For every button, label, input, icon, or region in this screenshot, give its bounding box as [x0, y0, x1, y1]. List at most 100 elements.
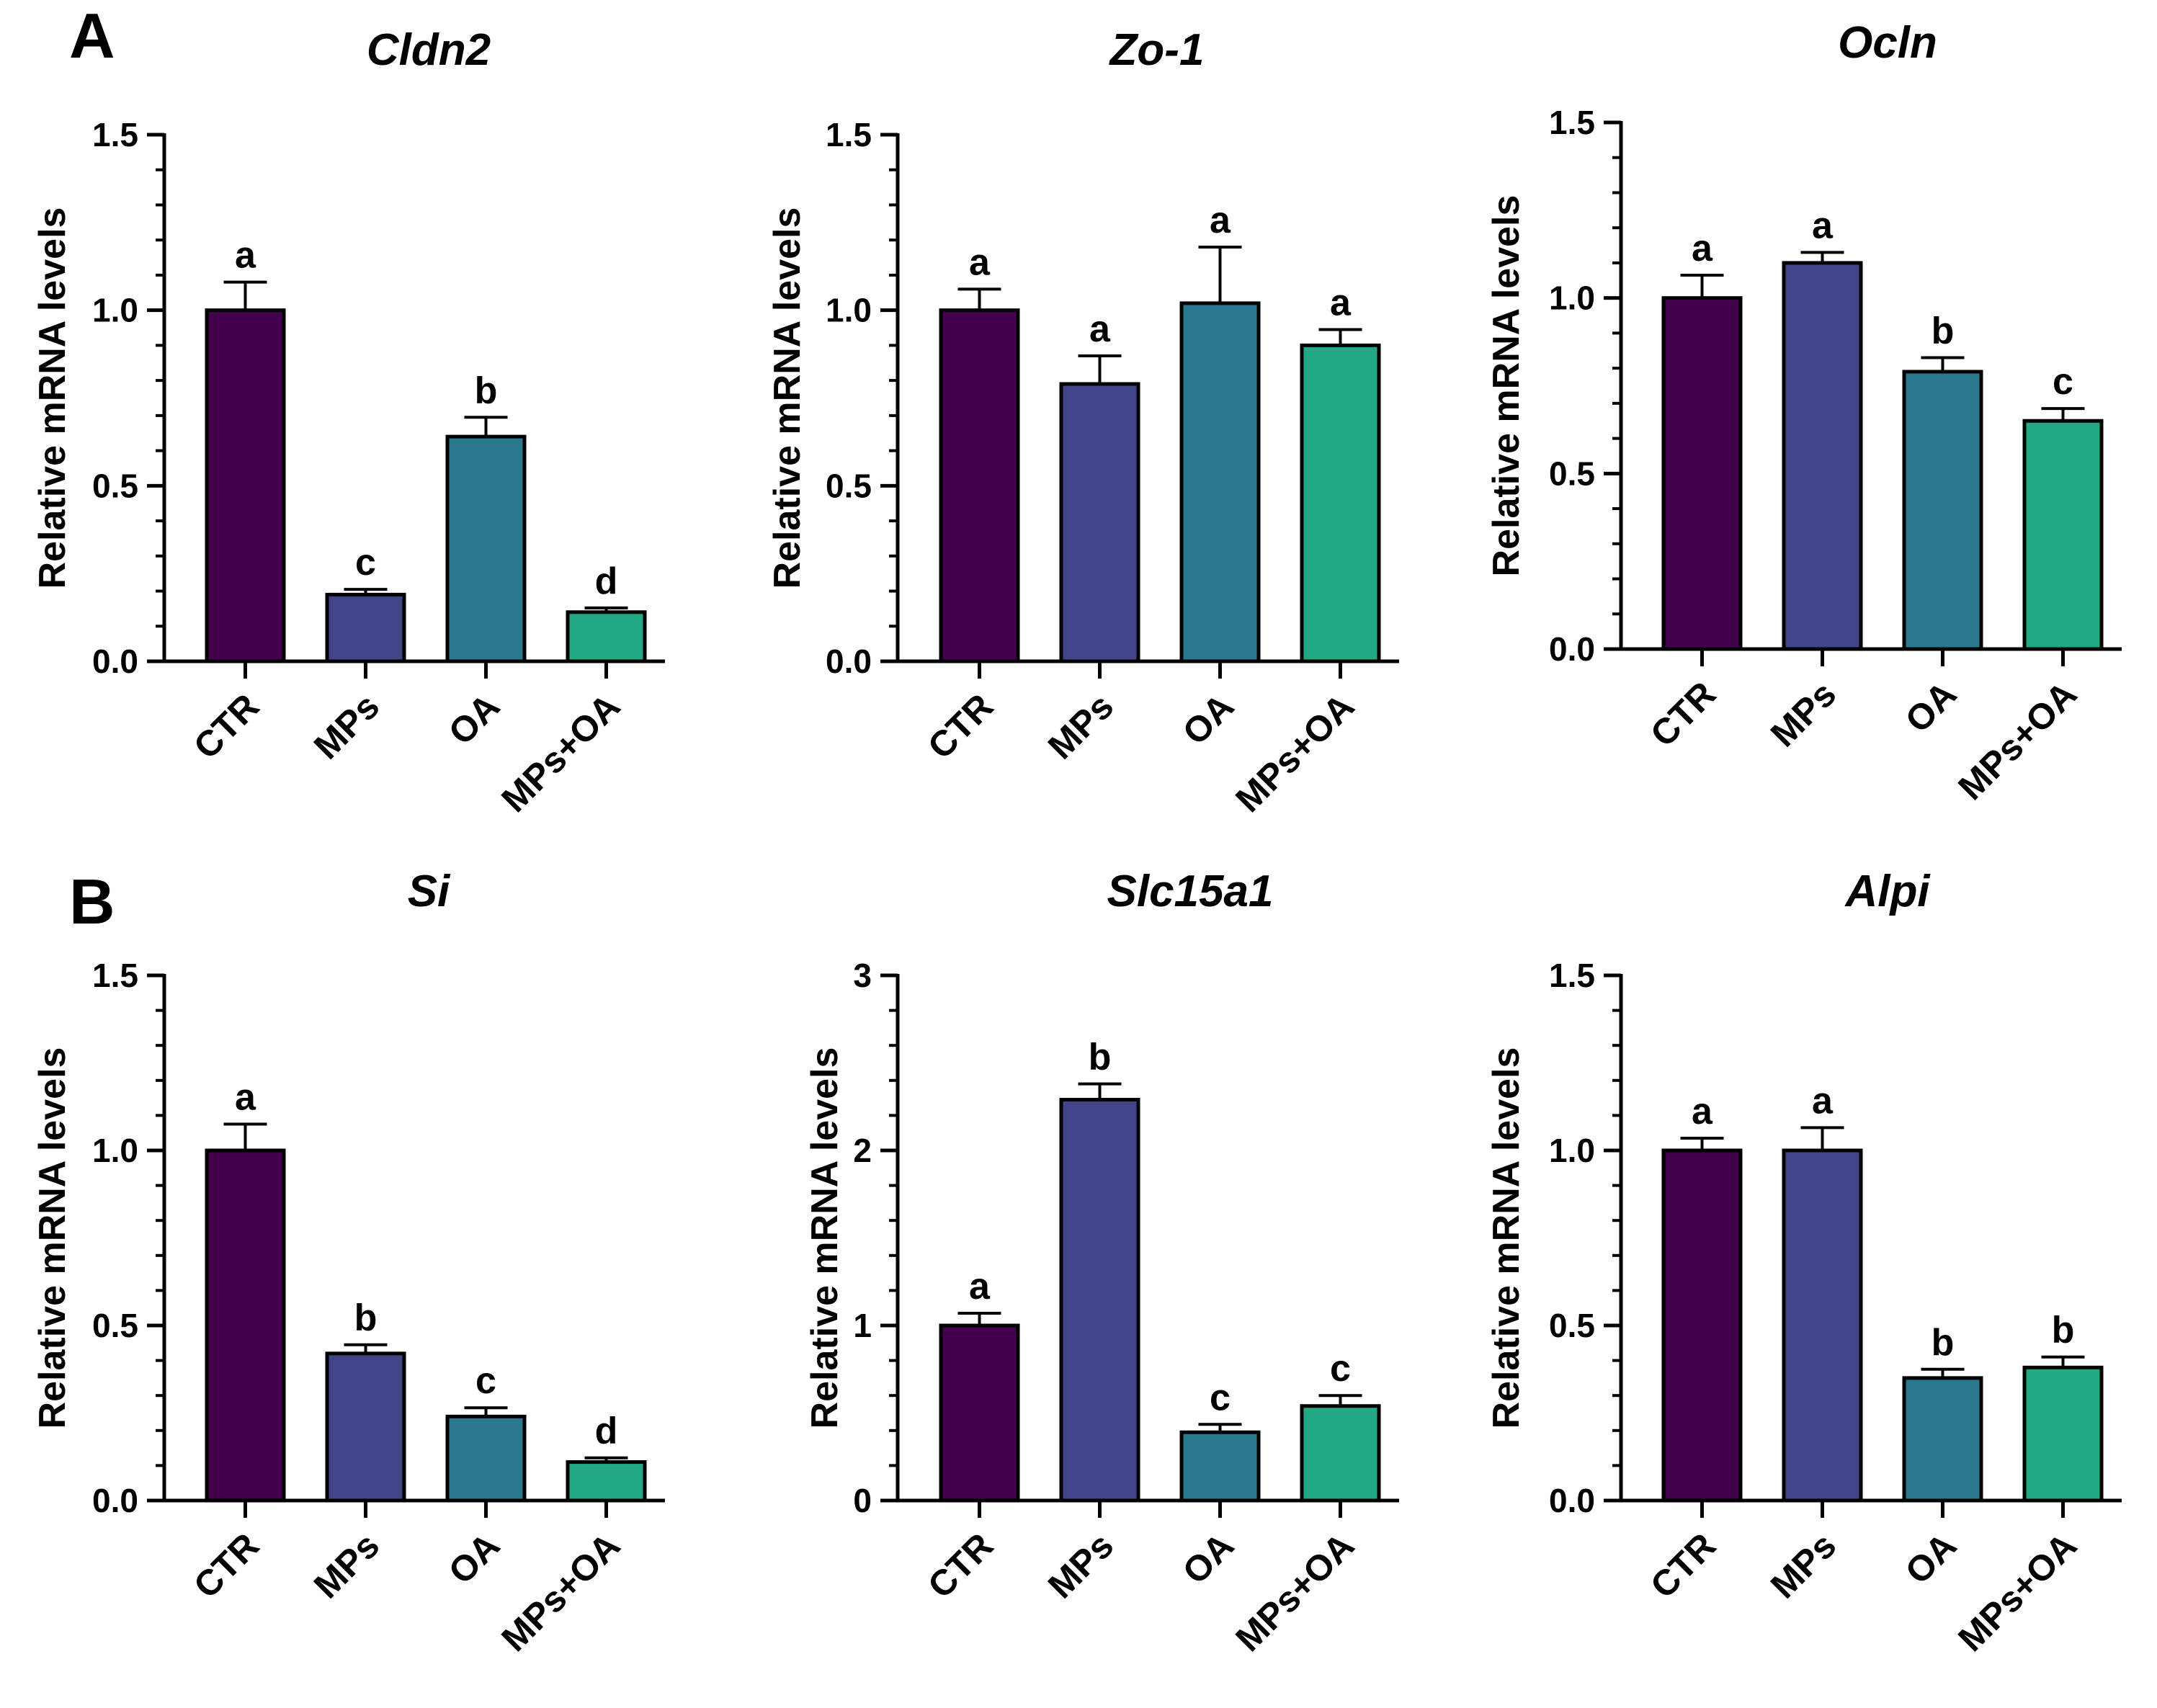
- y-axis-label: Relative mRNA levels: [1486, 1047, 1527, 1429]
- bar-mps: [1782, 1148, 1863, 1503]
- y-tick-label: 1.5: [92, 957, 138, 994]
- significance-letter: c: [355, 542, 376, 584]
- y-tick-label: 1.5: [92, 116, 138, 153]
- y-axis-label: Relative mRNA levels: [32, 1047, 73, 1429]
- significance-letter: a: [1692, 1091, 1713, 1132]
- bar-ctr: [939, 1323, 1020, 1503]
- bar-mps-oa: [2022, 1365, 2104, 1503]
- significance-letter: a: [1210, 200, 1231, 241]
- bar-mps-oa: [1300, 1404, 1381, 1503]
- y-tick-label: 0: [853, 1482, 872, 1519]
- x-tick-label: MPs+OA: [494, 1525, 628, 1659]
- x-tick-label: CTR: [1643, 1525, 1723, 1606]
- x-tick-label: MPs: [1763, 674, 1844, 754]
- panel-letter-b: B: [69, 866, 115, 937]
- x-tick-label: CTR: [920, 1525, 1001, 1606]
- y-tick-label: 0.5: [92, 467, 138, 504]
- significance-letter: b: [1089, 1037, 1112, 1078]
- y-tick-label: 1.0: [92, 1132, 138, 1169]
- significance-letter: c: [475, 1360, 496, 1402]
- bar-oa: [1179, 301, 1261, 663]
- y-tick-label: 0.0: [92, 643, 138, 680]
- significance-letter: a: [1330, 282, 1352, 323]
- bar-ctr: [205, 1148, 286, 1503]
- y-tick-label: 0.0: [1549, 630, 1595, 668]
- x-tick-label: OA: [1898, 1525, 1965, 1592]
- y-tick-label: 0.5: [92, 1307, 138, 1344]
- bar-oa: [1902, 1376, 1983, 1503]
- chart-slc15a1: Slc15a1 Relative mRNA levels 0 1 2 3 a CTR b MPs c…: [804, 867, 1399, 1659]
- x-tick-label: OA: [1898, 674, 1965, 741]
- significance-letter: a: [235, 1077, 256, 1119]
- bar-mps: [1782, 261, 1863, 651]
- y-axis-label: Relative mRNA levels: [767, 207, 808, 589]
- bar-mps: [325, 1351, 406, 1503]
- bar-oa: [1902, 370, 1983, 651]
- significance-letter: d: [595, 560, 618, 602]
- chart-ocln: Ocln Relative mRNA levels 0.0 0.5 1.0 1.5 a CTR…: [1486, 18, 2122, 808]
- y-tick-label: 2: [853, 1132, 872, 1169]
- chart-title: Si: [408, 867, 451, 916]
- y-tick-label: 0.5: [1549, 455, 1595, 492]
- y-tick-label: 0.5: [1549, 1307, 1595, 1344]
- bar-mps-oa: [566, 610, 647, 663]
- significance-letter: a: [1812, 1080, 1834, 1122]
- significance-letter: a: [969, 241, 991, 283]
- chart-alpi: Alpi Relative mRNA levels 0.0 0.5 1.0 1.5 a CTR…: [1486, 867, 2122, 1659]
- y-axis-label: Relative mRNA levels: [1486, 195, 1527, 577]
- y-tick-label: 1.5: [1549, 104, 1595, 141]
- significance-letter: a: [1812, 205, 1834, 246]
- chart-zo-1: Zo-1 Relative mRNA levels 0.0 0.5 1.0 1.5 a CTR…: [767, 25, 1399, 820]
- bar-ctr: [939, 308, 1020, 663]
- bar-mps: [1059, 1098, 1140, 1503]
- chart-title: Zo-1: [1109, 25, 1205, 75]
- x-tick-label: OA: [441, 686, 508, 753]
- bar-oa: [445, 1414, 527, 1503]
- significance-letter: b: [354, 1297, 378, 1339]
- chart-title: Cldn2: [367, 25, 491, 75]
- significance-letter: b: [1932, 310, 1955, 352]
- y-axis-label: Relative mRNA levels: [804, 1047, 846, 1429]
- x-tick-label: OA: [441, 1525, 508, 1592]
- x-tick-label: CTR: [1643, 674, 1723, 754]
- significance-letter: c: [1210, 1377, 1231, 1418]
- bar-ctr: [1661, 296, 1743, 651]
- y-tick-label: 1.0: [1549, 1132, 1595, 1169]
- x-tick-label: MPs: [306, 1525, 387, 1606]
- x-tick-label: CTR: [920, 686, 1001, 766]
- significance-letter: a: [1692, 228, 1713, 269]
- bar-mps: [325, 592, 406, 663]
- x-tick-label: MPs+OA: [1950, 674, 2084, 808]
- y-tick-label: 0.0: [1549, 1482, 1595, 1519]
- y-tick-label: 0.0: [92, 1482, 138, 1519]
- bar-ctr: [205, 308, 286, 663]
- bar-mps-oa: [2022, 419, 2104, 651]
- significance-letter: d: [595, 1410, 618, 1452]
- x-tick-label: MPs+OA: [1950, 1525, 2084, 1659]
- significance-letter: b: [2052, 1310, 2075, 1351]
- significance-letter: a: [969, 1266, 991, 1307]
- y-tick-label: 1.0: [92, 292, 138, 329]
- chart-title: Alpi: [1844, 867, 1931, 916]
- chart-layer: Cldn2 Relative mRNA levels 0.0 0.5 1.0 1.5 a CT…: [32, 18, 2122, 1659]
- y-tick-label: 0.0: [826, 643, 872, 680]
- y-tick-label: 1.0: [826, 292, 872, 329]
- significance-letter: a: [235, 235, 256, 277]
- x-tick-label: CTR: [186, 1525, 267, 1606]
- chart-cldn2: Cldn2 Relative mRNA levels 0.0 0.5 1.0 1.5 a CT…: [32, 25, 665, 820]
- significance-letter: b: [1932, 1322, 1955, 1364]
- bar-mps-oa: [1300, 343, 1381, 663]
- chart-title: Slc15a1: [1107, 867, 1274, 916]
- y-tick-label: 3: [853, 957, 872, 994]
- significance-letter: c: [2053, 361, 2073, 403]
- y-tick-label: 1.5: [826, 116, 872, 153]
- bar-oa: [1179, 1430, 1261, 1503]
- x-tick-label: MPs: [1763, 1525, 1844, 1606]
- chart-si: Si Relative mRNA levels 0.0 0.5 1.0 1.5 a CTR b M…: [32, 867, 665, 1659]
- significance-letter: b: [475, 370, 498, 411]
- x-tick-label: CTR: [186, 686, 267, 766]
- x-tick-label: OA: [1175, 1525, 1242, 1592]
- x-tick-label: MPs+OA: [494, 686, 628, 820]
- x-tick-label: MPs+OA: [1228, 686, 1362, 820]
